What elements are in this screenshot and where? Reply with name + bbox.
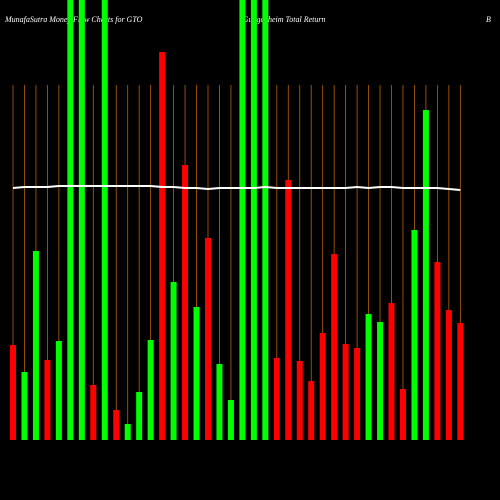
bar bbox=[331, 254, 338, 440]
bar bbox=[262, 0, 269, 440]
bar bbox=[147, 340, 154, 440]
bar bbox=[216, 364, 223, 440]
bar bbox=[239, 0, 246, 440]
bar bbox=[308, 381, 315, 440]
bar bbox=[377, 322, 384, 440]
bar bbox=[67, 0, 74, 440]
bar bbox=[10, 345, 16, 440]
bar bbox=[227, 400, 234, 440]
bar bbox=[55, 341, 62, 440]
bar bbox=[319, 333, 326, 440]
chart-subtitle: (Guggenheim Total Return bbox=[240, 15, 325, 24]
bar bbox=[90, 385, 97, 440]
bar bbox=[434, 262, 441, 440]
bar bbox=[182, 165, 189, 440]
bar bbox=[399, 389, 406, 440]
bar bbox=[457, 323, 464, 440]
chart-subtitle-end: B bbox=[486, 15, 491, 24]
bar bbox=[78, 0, 85, 440]
bar bbox=[273, 358, 280, 440]
bar bbox=[21, 372, 28, 440]
bar bbox=[124, 424, 131, 440]
bar bbox=[365, 314, 372, 440]
bar bbox=[44, 360, 51, 440]
bar bbox=[250, 0, 257, 440]
bar bbox=[101, 0, 108, 440]
bar bbox=[354, 348, 361, 440]
bar bbox=[136, 392, 143, 440]
bar bbox=[422, 110, 429, 440]
bar bbox=[32, 251, 39, 440]
bar bbox=[285, 180, 292, 440]
bar bbox=[170, 282, 177, 440]
bar bbox=[296, 361, 303, 440]
flow-line bbox=[12, 185, 461, 191]
bar bbox=[342, 344, 349, 440]
bar bbox=[411, 230, 418, 440]
bar bbox=[193, 307, 200, 440]
bar bbox=[445, 310, 452, 440]
bar bbox=[159, 52, 166, 440]
bar bbox=[113, 410, 120, 440]
bar bbox=[204, 238, 211, 440]
bar bbox=[388, 303, 395, 440]
